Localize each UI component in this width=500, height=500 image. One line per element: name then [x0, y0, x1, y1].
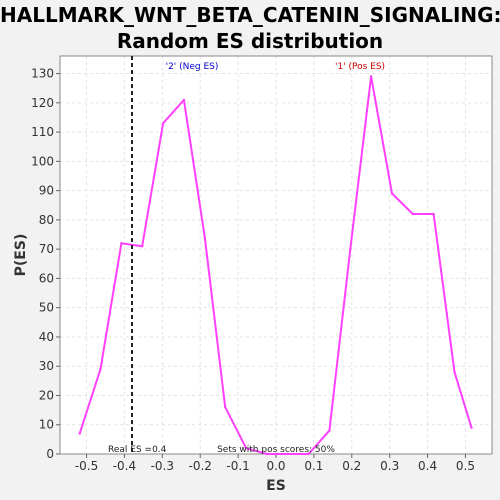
pos-es-phenotype-label: '1' (Pos ES) — [335, 62, 385, 72]
series-layer — [78, 75, 473, 456]
y-tick-label: 110 — [31, 125, 54, 139]
chart-title-line-1: HALLMARK_WNT_BETA_CATENIN_SIGNALING: — [0, 3, 500, 27]
x-tick-label: 0.1 — [304, 459, 323, 473]
data-point — [120, 242, 123, 245]
y-axis: 0 10 20 30 40 50 60 70 80 90 100 110 120 130 — [31, 67, 60, 461]
data-point — [99, 367, 102, 371]
data-point — [141, 245, 144, 248]
x-tick-label: -0.2 — [188, 459, 211, 473]
neg-es-phenotype-label: '2' (Neg ES) — [166, 62, 219, 72]
y-tick-label: 50 — [39, 301, 54, 315]
series-line — [78, 75, 473, 455]
data-point — [390, 192, 394, 195]
y-tick-label: 40 — [39, 330, 54, 344]
data-point — [182, 98, 186, 102]
data-point — [369, 75, 373, 78]
data-point — [349, 247, 352, 251]
y-tick-label: 120 — [31, 96, 54, 110]
data-point — [78, 432, 81, 435]
x-tick-label: 0.2 — [342, 459, 361, 473]
data-point — [224, 405, 227, 409]
x-tick-label: -0.5 — [75, 459, 98, 473]
data-point — [328, 429, 331, 432]
x-tick-label: -0.3 — [151, 459, 174, 473]
y-tick-label: 70 — [39, 242, 54, 256]
data-point — [244, 446, 248, 450]
data-point — [307, 452, 310, 456]
data-point — [432, 212, 435, 216]
chart-title: HALLMARK_WNT_BETA_CATENIN_SIGNALING: Ran… — [0, 2, 500, 54]
y-tick-label: 90 — [39, 184, 54, 198]
x-axis: -0.5 -0.4 -0.3 -0.2 -0.1 0.0 0.1 0.2 0.3 0.4 0.5 — [75, 454, 475, 473]
x-tick-label: 0.0 — [266, 459, 285, 473]
y-axis-label: P(ES) — [13, 234, 29, 277]
x-tick-label: 0.3 — [380, 459, 399, 473]
x-tick-label: 0.5 — [456, 459, 475, 473]
data-point — [203, 236, 206, 239]
data-point — [470, 426, 473, 429]
data-point — [161, 122, 165, 125]
x-tick-label: -0.4 — [113, 459, 136, 473]
real-es-label: Real ES =0.4 — [108, 445, 167, 455]
data-point — [265, 452, 269, 456]
y-tick-label: 20 — [39, 388, 54, 402]
x-tick-label: -0.1 — [226, 459, 249, 473]
y-tick-label: 0 — [46, 447, 54, 461]
y-tick-label: 60 — [39, 271, 54, 285]
y-tick-label: 10 — [39, 418, 54, 432]
x-axis-label: ES — [266, 478, 286, 494]
y-tick-label: 130 — [31, 67, 54, 81]
y-tick-label: 100 — [31, 154, 54, 168]
chart-title-line-2: Random ES distribution — [116, 29, 384, 53]
data-point — [411, 212, 414, 216]
y-tick-label: 30 — [39, 359, 54, 373]
x-tick-label: 0.4 — [418, 459, 437, 473]
data-point — [286, 452, 289, 456]
data-point — [453, 370, 456, 374]
y-tick-label: 80 — [39, 213, 54, 227]
pos-scores-note: Sets with pos scores: 50% — [217, 445, 335, 455]
